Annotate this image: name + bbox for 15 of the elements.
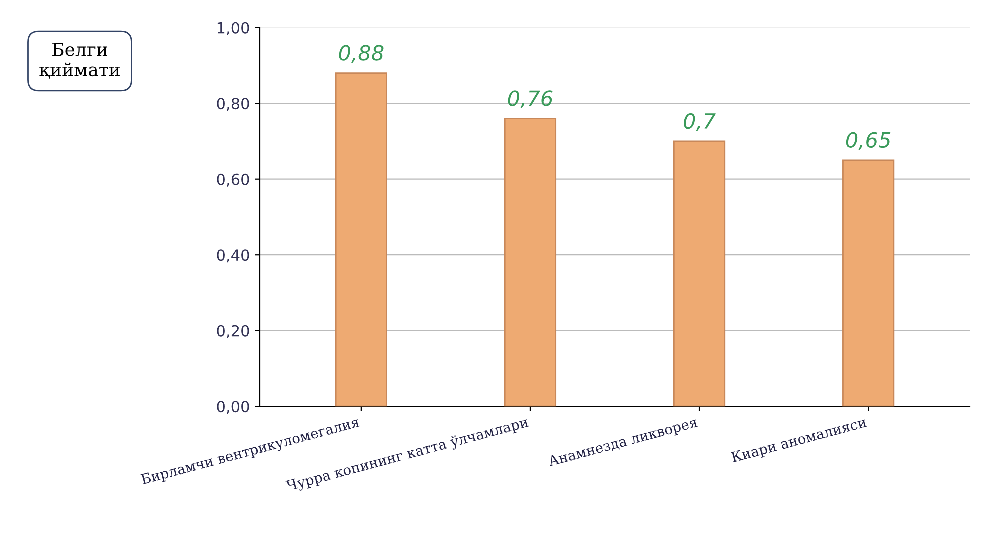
y-tick-label: 0,00 <box>217 401 250 414</box>
y-tick-label: 0,60 <box>217 174 250 187</box>
bar <box>673 140 726 407</box>
y-tick-label: 0,80 <box>217 98 250 112</box>
data-label: 0,65 <box>846 132 891 150</box>
data-label: 0,7 <box>684 113 716 132</box>
bar <box>842 160 895 407</box>
text: Белги қиймати <box>40 42 120 79</box>
y-tick-label: 1,00 <box>218 22 250 36</box>
y-tick-label: 0,40 <box>217 250 250 263</box>
data-label: 0,76 <box>508 90 553 109</box>
data-label: 0,88 <box>339 45 384 64</box>
y-tick-label: 0,20 <box>217 325 250 338</box>
bar <box>335 72 388 407</box>
bar <box>504 118 557 407</box>
